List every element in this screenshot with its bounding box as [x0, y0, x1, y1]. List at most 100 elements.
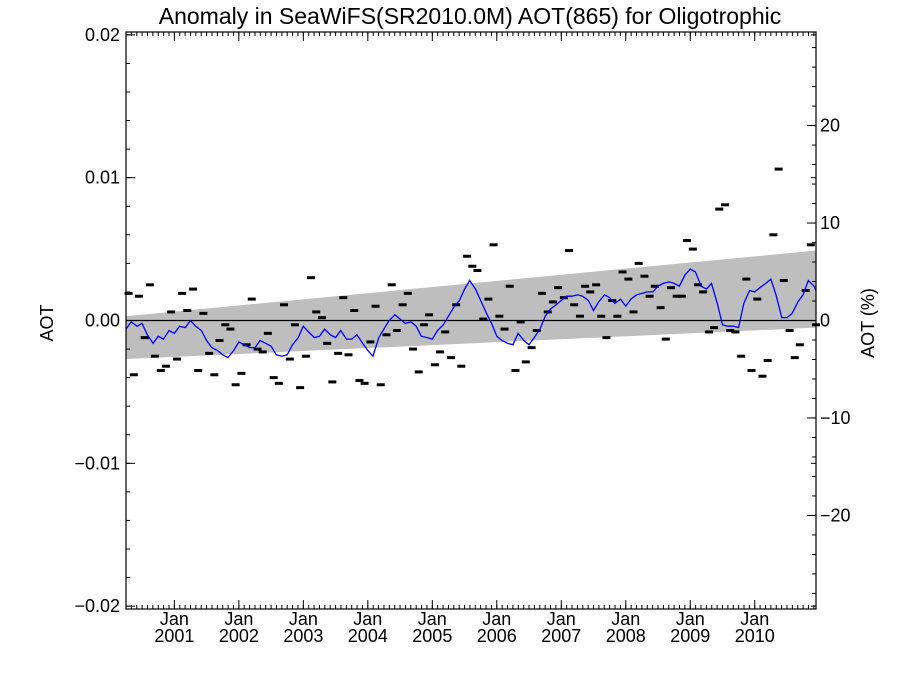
data-point-marker — [242, 343, 251, 347]
data-point-marker — [527, 346, 536, 350]
data-point-marker — [693, 283, 702, 287]
left-tick-label: 0.02 — [85, 25, 120, 45]
data-point-marker — [134, 294, 143, 298]
data-point-marker — [124, 291, 133, 295]
data-point-marker — [199, 311, 208, 315]
x-axis-tick-labels: Jan2001Jan2002Jan2003Jan2004Jan2005Jan20… — [154, 609, 774, 646]
data-point-marker — [742, 277, 751, 281]
data-point-marker — [425, 313, 434, 317]
data-point-marker — [710, 326, 719, 330]
data-point-marker — [296, 386, 305, 390]
data-point-marker — [210, 373, 219, 377]
x-tick-month: Jan — [740, 609, 769, 629]
data-point-marker — [581, 284, 590, 288]
data-point-marker — [801, 289, 810, 293]
data-point-marker — [473, 269, 482, 273]
right-tick-label: −10 — [820, 408, 851, 428]
data-point-marker — [645, 294, 654, 298]
data-point-marker — [505, 284, 514, 288]
left-tick-label: 0.00 — [85, 311, 120, 331]
data-point-marker — [683, 239, 692, 243]
data-point-marker — [366, 340, 375, 344]
data-point-marker — [570, 303, 579, 307]
left-tick-label: −0.01 — [74, 453, 120, 473]
x-tick-month: Jan — [160, 609, 189, 629]
right-axis-label: AOT (%) — [858, 288, 878, 358]
chart-title: Anomaly in SeaWiFS(SR2010.0M) AOT(865) f… — [159, 3, 782, 29]
data-point-marker — [430, 363, 439, 367]
data-point-marker — [769, 233, 778, 237]
x-tick-year: 2008 — [606, 626, 646, 646]
data-point-marker — [231, 383, 240, 387]
data-point-marker — [688, 247, 697, 251]
data-point-marker — [532, 328, 541, 332]
data-point-marker — [290, 323, 299, 327]
data-point-marker — [178, 291, 187, 295]
data-point-marker — [726, 328, 735, 332]
data-point-marker — [285, 357, 294, 361]
x-tick-month: Jan — [289, 609, 318, 629]
data-point-marker — [779, 279, 788, 283]
data-point-marker — [548, 300, 557, 304]
left-tick-label: −0.02 — [74, 596, 120, 616]
data-point-marker — [226, 327, 235, 331]
data-point-marker — [392, 328, 401, 332]
smoothed-anomaly-line — [125, 268, 817, 359]
right-tick-label: 0 — [820, 311, 830, 331]
x-tick-month: Jan — [676, 609, 705, 629]
data-point-marker — [334, 351, 343, 355]
data-point-marker — [753, 297, 762, 301]
data-point-marker — [774, 167, 783, 171]
data-point-marker — [747, 368, 756, 372]
data-point-marker — [408, 347, 417, 351]
data-point-marker — [172, 357, 181, 361]
data-point-marker — [500, 327, 509, 331]
data-point-marker — [677, 294, 686, 298]
data-point-marker — [479, 317, 488, 321]
x-tick-month: Jan — [418, 609, 447, 629]
data-point-marker — [436, 350, 445, 354]
data-point-marker — [312, 310, 321, 314]
data-point-marker — [521, 360, 530, 364]
left-axis-tick-labels: 0.02 0.01 0.00 −0.01 −0.02 — [74, 25, 120, 616]
data-point-marker — [484, 297, 493, 301]
data-point-marker — [699, 290, 708, 294]
data-point-marker — [715, 207, 724, 211]
x-tick-month: Jan — [547, 609, 576, 629]
data-point-marker — [376, 383, 385, 387]
x-tick-year: 2004 — [348, 626, 388, 646]
x-tick-year: 2009 — [670, 626, 710, 646]
data-point-marker — [721, 203, 730, 207]
data-point-marker — [398, 303, 407, 307]
right-tick-label: 10 — [820, 213, 840, 233]
data-point-marker — [215, 338, 224, 342]
data-point-marker — [650, 284, 659, 288]
data-point-marker — [758, 374, 767, 378]
data-point-marker — [575, 314, 584, 318]
data-point-marker — [795, 343, 804, 347]
data-point-marker — [318, 316, 327, 320]
data-point-marker — [167, 310, 176, 314]
data-point-marker — [328, 380, 337, 384]
right-tick-label: 20 — [820, 116, 840, 136]
data-point-marker — [597, 314, 606, 318]
x-tick-month: Jan — [611, 609, 640, 629]
data-point-marker — [661, 337, 670, 341]
x-tick-month: Jan — [482, 609, 511, 629]
data-point-marker — [189, 287, 198, 291]
data-point-marker — [468, 264, 477, 268]
data-point-marker — [323, 341, 332, 345]
data-point-marker — [183, 309, 192, 313]
data-point-marker — [371, 304, 380, 308]
x-tick-month: Jan — [224, 609, 253, 629]
x-tick-year: 2010 — [735, 626, 775, 646]
data-point-marker — [565, 249, 574, 253]
data-point-marker — [301, 354, 310, 358]
data-point-marker — [640, 274, 649, 278]
data-point-marker — [763, 358, 772, 362]
data-point-marker — [344, 353, 353, 357]
data-point-marker — [592, 283, 601, 287]
data-point-marker — [339, 296, 348, 300]
data-point-marker — [785, 328, 794, 332]
data-point-marker — [634, 261, 643, 265]
